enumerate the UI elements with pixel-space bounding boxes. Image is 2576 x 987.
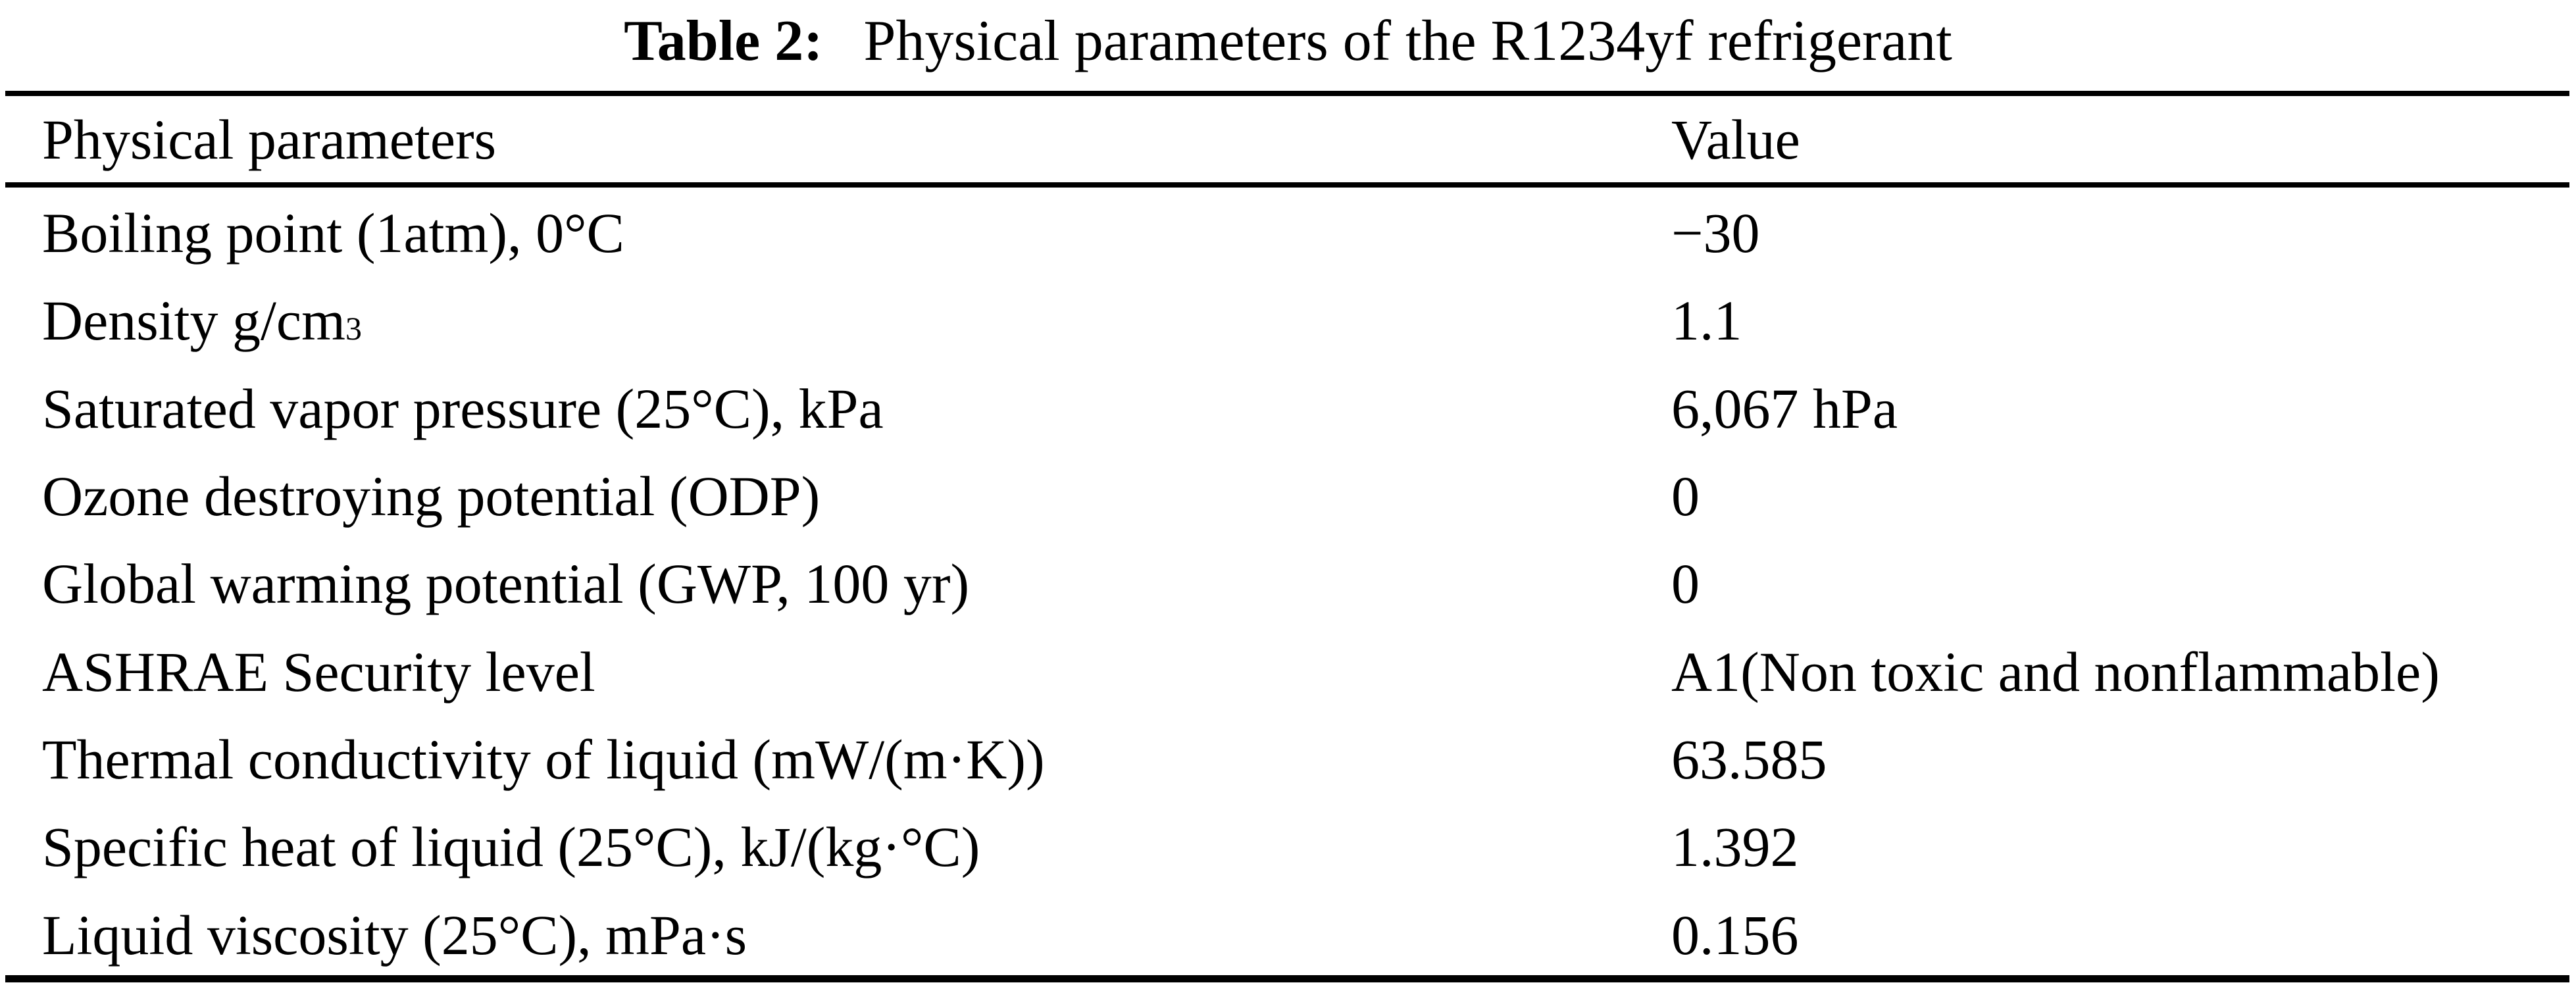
table-row: Specific heat of liquid (25°C), kJ/(kg·°… (0, 803, 2576, 891)
parameter-cell: Specific heat of liquid (25°C), kJ/(kg·°… (42, 815, 980, 879)
superscript: 3 (345, 311, 362, 347)
value-cell: 1.1 (1671, 289, 1742, 353)
table-header-rule (5, 182, 2569, 188)
value-cell: 63.585 (1671, 727, 1827, 791)
parameter-cell: Global warming potential (GWP, 100 yr) (42, 552, 970, 616)
column-header-physical-parameters: Physical parameters (42, 107, 497, 171)
table-row: Boiling point (1atm), 0°C −30 (0, 190, 2576, 277)
value-cell: 1.392 (1671, 815, 1799, 879)
table-row: Liquid viscosity (25°C), mPa·s 0.156 (0, 891, 2576, 978)
parameter-cell: Density g/cm3 (42, 289, 362, 353)
table-row: Ozone destroying potential (ODP) 0 (0, 452, 2576, 540)
table-caption: Table 2: Physical parameters of the R1234… (0, 8, 2576, 74)
parameter-cell: Liquid viscosity (25°C), mPa·s (42, 903, 747, 967)
parameter-cell: Boiling point (1atm), 0°C (42, 201, 624, 265)
table-row: Saturated vapor pressure (25°C), kPa 6,06… (0, 365, 2576, 452)
value-cell: 0 (1671, 552, 1700, 616)
value-cell: 0 (1671, 464, 1700, 528)
table-top-rule (5, 91, 2569, 96)
table-row: Thermal conductivity of liquid (mW/(m·K)… (0, 715, 2576, 803)
value-cell: −30 (1671, 201, 1760, 265)
parameter-cell: ASHRAE Security level (42, 640, 595, 703)
value-cell: 0.156 (1671, 903, 1799, 967)
table-bottom-rule (5, 975, 2569, 982)
parameter-cell: Ozone destroying potential (ODP) (42, 464, 821, 528)
table-header-row: Physical parameters Value (0, 96, 2576, 182)
table-row: Density g/cm3 1.1 (0, 277, 2576, 365)
parameter-cell: Saturated vapor pressure (25°C), kPa (42, 376, 884, 440)
table-row: ASHRAE Security level A1(Non toxic and no… (0, 628, 2576, 715)
parameter-cell: Thermal conductivity of liquid (mW/(m·K)… (42, 727, 1045, 791)
column-header-value: Value (1671, 107, 1800, 171)
value-cell: 6,067 hPa (1671, 376, 1898, 440)
value-cell: A1(Non toxic and nonflammable) (1671, 640, 2440, 703)
table-caption-text: Physical parameters of the R1234yf refri… (863, 9, 1952, 73)
table-caption-label: Table 2: (624, 9, 823, 73)
table-row: Global warming potential (GWP, 100 yr) 0 (0, 540, 2576, 628)
